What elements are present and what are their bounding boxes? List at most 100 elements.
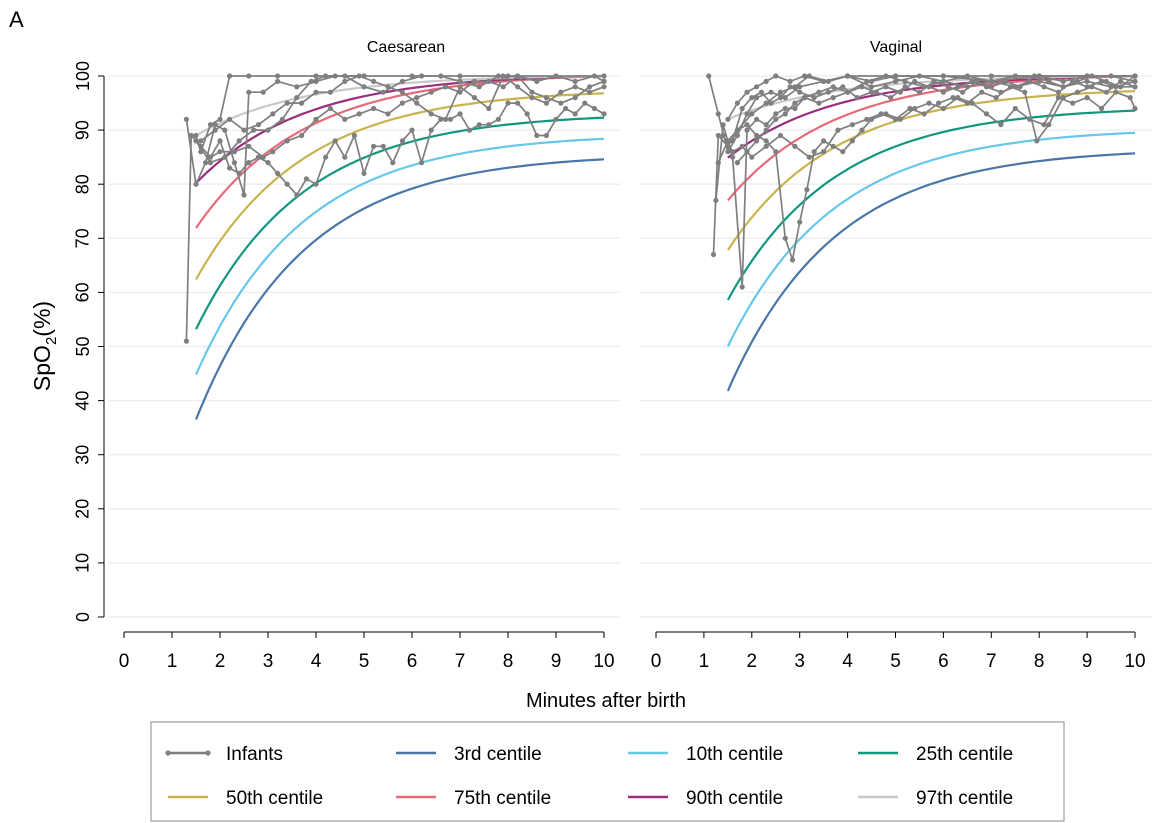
infant-point — [768, 89, 774, 95]
y-axis: 0 10 20 30 40 50 60 70 80 90 100 — [73, 61, 105, 622]
infant-trace — [730, 78, 1138, 144]
infant-point — [964, 73, 971, 79]
infant-point — [558, 100, 564, 106]
infant-point — [1036, 78, 1042, 84]
infant-point — [864, 116, 870, 122]
infant-point — [998, 89, 1004, 95]
infant-point — [1070, 100, 1076, 106]
infant-point — [371, 105, 377, 112]
infant-point — [988, 78, 994, 84]
infant-point — [553, 73, 559, 79]
y-axis-title-subscript: 2 — [43, 337, 60, 345]
infant-point — [399, 100, 405, 106]
infant-point — [222, 154, 228, 160]
x-tick-label: 5 — [890, 651, 901, 672]
x-tick-label: 10 — [1124, 651, 1145, 672]
infant-point — [303, 176, 309, 182]
infant-point — [419, 160, 425, 166]
infant-point — [1003, 78, 1009, 84]
infant-point — [912, 78, 918, 84]
infant-point — [601, 73, 607, 79]
infant-point — [1113, 89, 1119, 95]
x-tick-label: 5 — [359, 651, 370, 672]
infant-point — [270, 149, 276, 155]
infant-point — [868, 84, 875, 90]
infant-point — [849, 122, 856, 128]
infant-point — [940, 78, 947, 84]
centile-curve-c50 — [726, 90, 1136, 251]
infant-point — [1046, 122, 1052, 128]
infant-point — [883, 84, 889, 90]
infant-point — [974, 78, 980, 84]
infant-point — [515, 73, 521, 79]
infant-point — [227, 165, 233, 171]
legend-label: 10th centile — [686, 744, 783, 765]
infant-point — [217, 138, 223, 144]
infant-point — [840, 149, 846, 155]
infant-point — [212, 122, 218, 128]
infant-point — [792, 100, 798, 106]
infant-point — [572, 111, 578, 117]
infant-point — [730, 138, 736, 144]
x-tick-label: 7 — [986, 651, 997, 672]
legend-label: 25th centile — [916, 744, 1013, 765]
infant-point — [1060, 95, 1066, 101]
infant-point — [1060, 84, 1066, 90]
infant-point — [443, 84, 449, 90]
infant-point — [534, 78, 540, 84]
infant-point — [754, 138, 760, 144]
infant-point — [969, 100, 975, 106]
infant-point — [754, 132, 760, 139]
infant-point — [409, 127, 415, 133]
y-tick-label: 50 — [73, 336, 93, 356]
infant-point — [1118, 84, 1124, 90]
infant-point — [845, 73, 851, 79]
infant-point — [739, 105, 745, 112]
infant-point — [558, 89, 564, 95]
infant-point — [308, 78, 314, 84]
infant-point — [356, 111, 362, 117]
infant-point — [241, 127, 247, 133]
infant-point — [419, 73, 425, 79]
infant-point — [471, 95, 477, 101]
infant-point — [710, 251, 717, 258]
infant-point — [495, 73, 501, 79]
x-tick-label: 8 — [503, 651, 514, 672]
infant-point — [825, 89, 832, 95]
infant-point — [428, 89, 434, 95]
infant-point — [792, 143, 798, 149]
infant-point — [591, 105, 598, 112]
infant-point — [830, 95, 836, 101]
infant-point — [371, 78, 377, 84]
legend-item-c25: 25th centile — [858, 744, 1013, 765]
infant-point — [1103, 89, 1109, 95]
infant-point — [543, 132, 550, 139]
infant-point — [754, 116, 760, 122]
infant-point — [231, 160, 237, 166]
infant-point — [409, 73, 415, 79]
infant-point — [1084, 78, 1090, 84]
infant-point — [773, 149, 779, 155]
infant-point — [960, 89, 966, 95]
x-tick-label: 2 — [747, 651, 758, 672]
legend-label: 90th centile — [686, 788, 783, 809]
infant-point — [763, 100, 769, 106]
infant-trace — [720, 78, 1138, 160]
infant-point — [457, 78, 463, 84]
infant-point — [193, 181, 199, 187]
infant-point — [486, 122, 492, 128]
infant-point — [591, 73, 598, 79]
infant-point — [361, 84, 367, 90]
infant-trace — [713, 73, 1138, 290]
infant-point — [428, 111, 434, 117]
y-tick-label: 90 — [73, 120, 93, 140]
infant-point — [342, 154, 348, 160]
infant-point — [203, 160, 209, 166]
infant-point — [830, 84, 836, 90]
infant-point — [284, 100, 290, 106]
infant-point — [888, 95, 894, 101]
infant-point — [801, 73, 808, 79]
infant-point — [270, 111, 276, 117]
infant-point — [1055, 89, 1061, 95]
